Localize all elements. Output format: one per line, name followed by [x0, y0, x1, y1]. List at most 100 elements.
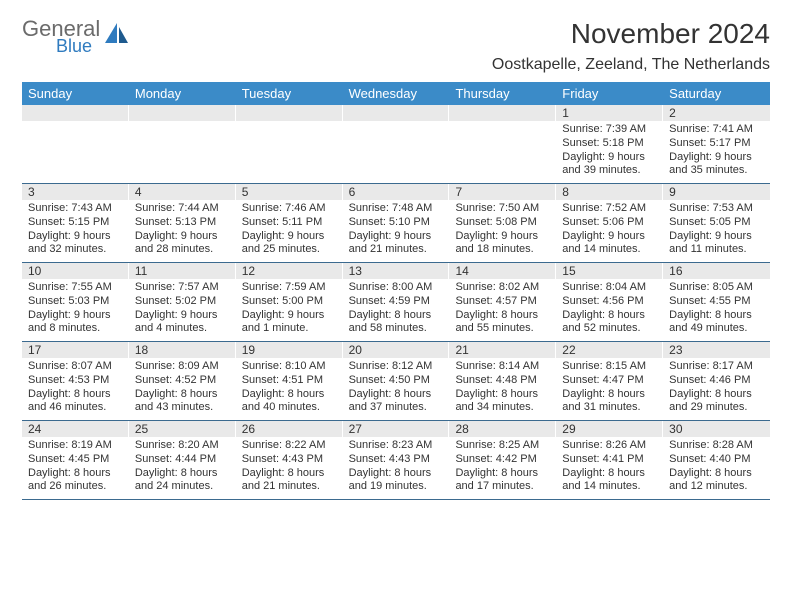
- daylight-line: Daylight: 8 hours and 24 minutes.: [135, 467, 230, 495]
- calendar-cell: 11Sunrise: 7:57 AMSunset: 5:02 PMDayligh…: [129, 263, 236, 341]
- day-number: 23: [663, 342, 770, 358]
- daylight-line: Daylight: 9 hours and 18 minutes.: [455, 230, 550, 258]
- weekday-label: Saturday: [663, 82, 770, 105]
- sunrise-line: Sunrise: 7:41 AM: [669, 123, 764, 137]
- calendar-cell: 22Sunrise: 8:15 AMSunset: 4:47 PMDayligh…: [556, 342, 663, 420]
- calendar-cell: 24Sunrise: 8:19 AMSunset: 4:45 PMDayligh…: [22, 421, 129, 499]
- calendar-cell: 3Sunrise: 7:43 AMSunset: 5:15 PMDaylight…: [22, 184, 129, 262]
- sunset-line: Sunset: 4:43 PM: [242, 453, 337, 467]
- sunrise-line: Sunrise: 8:05 AM: [669, 281, 764, 295]
- day-body: Sunrise: 7:57 AMSunset: 5:02 PMDaylight:…: [129, 279, 236, 340]
- calendar-week: 1Sunrise: 7:39 AMSunset: 5:18 PMDaylight…: [22, 105, 770, 184]
- sunset-line: Sunset: 4:59 PM: [349, 295, 444, 309]
- day-body: Sunrise: 8:17 AMSunset: 4:46 PMDaylight:…: [663, 358, 770, 419]
- sunrise-line: Sunrise: 8:15 AM: [562, 360, 657, 374]
- day-body: Sunrise: 7:55 AMSunset: 5:03 PMDaylight:…: [22, 279, 129, 340]
- daylight-line: Daylight: 8 hours and 58 minutes.: [349, 309, 444, 337]
- sunrise-line: Sunrise: 7:50 AM: [455, 202, 550, 216]
- day-number: 7: [449, 184, 556, 200]
- daylight-line: Daylight: 8 hours and 52 minutes.: [562, 309, 657, 337]
- calendar-cell: [236, 105, 343, 183]
- weekday-label: Tuesday: [236, 82, 343, 105]
- calendar-grid: SundayMondayTuesdayWednesdayThursdayFrid…: [22, 82, 770, 500]
- sunrise-line: Sunrise: 7:55 AM: [28, 281, 123, 295]
- day-body: Sunrise: 8:22 AMSunset: 4:43 PMDaylight:…: [236, 437, 343, 498]
- day-number: 14: [449, 263, 556, 279]
- sunrise-line: Sunrise: 8:02 AM: [455, 281, 550, 295]
- daylight-line: Daylight: 9 hours and 28 minutes.: [135, 230, 230, 258]
- day-body: Sunrise: 8:02 AMSunset: 4:57 PMDaylight:…: [449, 279, 556, 340]
- calendar-cell: 30Sunrise: 8:28 AMSunset: 4:40 PMDayligh…: [663, 421, 770, 499]
- day-number: [449, 105, 556, 121]
- day-number: 6: [343, 184, 450, 200]
- calendar-cell: 12Sunrise: 7:59 AMSunset: 5:00 PMDayligh…: [236, 263, 343, 341]
- daylight-line: Daylight: 8 hours and 19 minutes.: [349, 467, 444, 495]
- day-body: Sunrise: 8:19 AMSunset: 4:45 PMDaylight:…: [22, 437, 129, 498]
- sunset-line: Sunset: 4:40 PM: [669, 453, 764, 467]
- calendar-cell: 28Sunrise: 8:25 AMSunset: 4:42 PMDayligh…: [449, 421, 556, 499]
- sunset-line: Sunset: 4:53 PM: [28, 374, 123, 388]
- sunset-line: Sunset: 5:08 PM: [455, 216, 550, 230]
- day-body: Sunrise: 7:41 AMSunset: 5:17 PMDaylight:…: [663, 121, 770, 182]
- day-body: Sunrise: 7:39 AMSunset: 5:18 PMDaylight:…: [556, 121, 663, 182]
- day-number: 1: [556, 105, 663, 121]
- day-number: 9: [663, 184, 770, 200]
- day-number: 4: [129, 184, 236, 200]
- weekday-label: Wednesday: [343, 82, 450, 105]
- day-body: Sunrise: 8:10 AMSunset: 4:51 PMDaylight:…: [236, 358, 343, 419]
- daylight-line: Daylight: 8 hours and 29 minutes.: [669, 388, 764, 416]
- calendar-cell: 2Sunrise: 7:41 AMSunset: 5:17 PMDaylight…: [663, 105, 770, 183]
- daylight-line: Daylight: 9 hours and 21 minutes.: [349, 230, 444, 258]
- weeks-container: 1Sunrise: 7:39 AMSunset: 5:18 PMDaylight…: [22, 105, 770, 500]
- sunrise-line: Sunrise: 8:09 AM: [135, 360, 230, 374]
- sunset-line: Sunset: 4:45 PM: [28, 453, 123, 467]
- sunrise-line: Sunrise: 8:23 AM: [349, 439, 444, 453]
- day-body: [449, 121, 556, 127]
- day-number: [129, 105, 236, 121]
- daylight-line: Daylight: 8 hours and 55 minutes.: [455, 309, 550, 337]
- day-body: [22, 121, 129, 127]
- calendar-cell: 13Sunrise: 8:00 AMSunset: 4:59 PMDayligh…: [343, 263, 450, 341]
- sunrise-line: Sunrise: 8:00 AM: [349, 281, 444, 295]
- sunrise-line: Sunrise: 8:17 AM: [669, 360, 764, 374]
- sunrise-line: Sunrise: 7:53 AM: [669, 202, 764, 216]
- weekday-header: SundayMondayTuesdayWednesdayThursdayFrid…: [22, 82, 770, 105]
- day-body: Sunrise: 8:09 AMSunset: 4:52 PMDaylight:…: [129, 358, 236, 419]
- sunrise-line: Sunrise: 8:04 AM: [562, 281, 657, 295]
- sunrise-line: Sunrise: 8:20 AM: [135, 439, 230, 453]
- calendar-page: General Blue November 2024 Oostkapelle, …: [0, 0, 792, 518]
- day-body: Sunrise: 8:25 AMSunset: 4:42 PMDaylight:…: [449, 437, 556, 498]
- sunrise-line: Sunrise: 7:46 AM: [242, 202, 337, 216]
- daylight-line: Daylight: 9 hours and 32 minutes.: [28, 230, 123, 258]
- day-number: 30: [663, 421, 770, 437]
- day-body: [236, 121, 343, 127]
- daylight-line: Daylight: 8 hours and 46 minutes.: [28, 388, 123, 416]
- daylight-line: Daylight: 8 hours and 37 minutes.: [349, 388, 444, 416]
- daylight-line: Daylight: 9 hours and 25 minutes.: [242, 230, 337, 258]
- day-number: 2: [663, 105, 770, 121]
- day-number: 18: [129, 342, 236, 358]
- sail-icon: [102, 21, 130, 54]
- daylight-line: Daylight: 9 hours and 14 minutes.: [562, 230, 657, 258]
- day-body: Sunrise: 7:44 AMSunset: 5:13 PMDaylight:…: [129, 200, 236, 261]
- daylight-line: Daylight: 8 hours and 49 minutes.: [669, 309, 764, 337]
- day-body: Sunrise: 8:15 AMSunset: 4:47 PMDaylight:…: [556, 358, 663, 419]
- sunset-line: Sunset: 4:57 PM: [455, 295, 550, 309]
- calendar-cell: 20Sunrise: 8:12 AMSunset: 4:50 PMDayligh…: [343, 342, 450, 420]
- day-body: Sunrise: 8:14 AMSunset: 4:48 PMDaylight:…: [449, 358, 556, 419]
- calendar-week: 10Sunrise: 7:55 AMSunset: 5:03 PMDayligh…: [22, 263, 770, 342]
- sunset-line: Sunset: 4:50 PM: [349, 374, 444, 388]
- weekday-label: Thursday: [449, 82, 556, 105]
- day-body: Sunrise: 8:07 AMSunset: 4:53 PMDaylight:…: [22, 358, 129, 419]
- calendar-cell: 8Sunrise: 7:52 AMSunset: 5:06 PMDaylight…: [556, 184, 663, 262]
- day-body: Sunrise: 8:00 AMSunset: 4:59 PMDaylight:…: [343, 279, 450, 340]
- day-body: Sunrise: 7:43 AMSunset: 5:15 PMDaylight:…: [22, 200, 129, 261]
- calendar-cell: 25Sunrise: 8:20 AMSunset: 4:44 PMDayligh…: [129, 421, 236, 499]
- title-block: November 2024 Oostkapelle, Zeeland, The …: [492, 18, 770, 74]
- sunrise-line: Sunrise: 8:25 AM: [455, 439, 550, 453]
- day-body: Sunrise: 8:04 AMSunset: 4:56 PMDaylight:…: [556, 279, 663, 340]
- day-number: [343, 105, 450, 121]
- day-body: Sunrise: 7:46 AMSunset: 5:11 PMDaylight:…: [236, 200, 343, 261]
- brand-logo: General Blue: [22, 18, 130, 57]
- sunset-line: Sunset: 5:05 PM: [669, 216, 764, 230]
